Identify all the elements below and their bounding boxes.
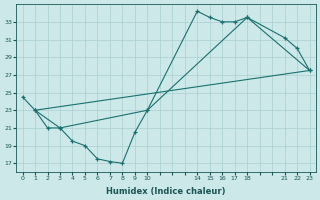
X-axis label: Humidex (Indice chaleur): Humidex (Indice chaleur) [106,187,226,196]
